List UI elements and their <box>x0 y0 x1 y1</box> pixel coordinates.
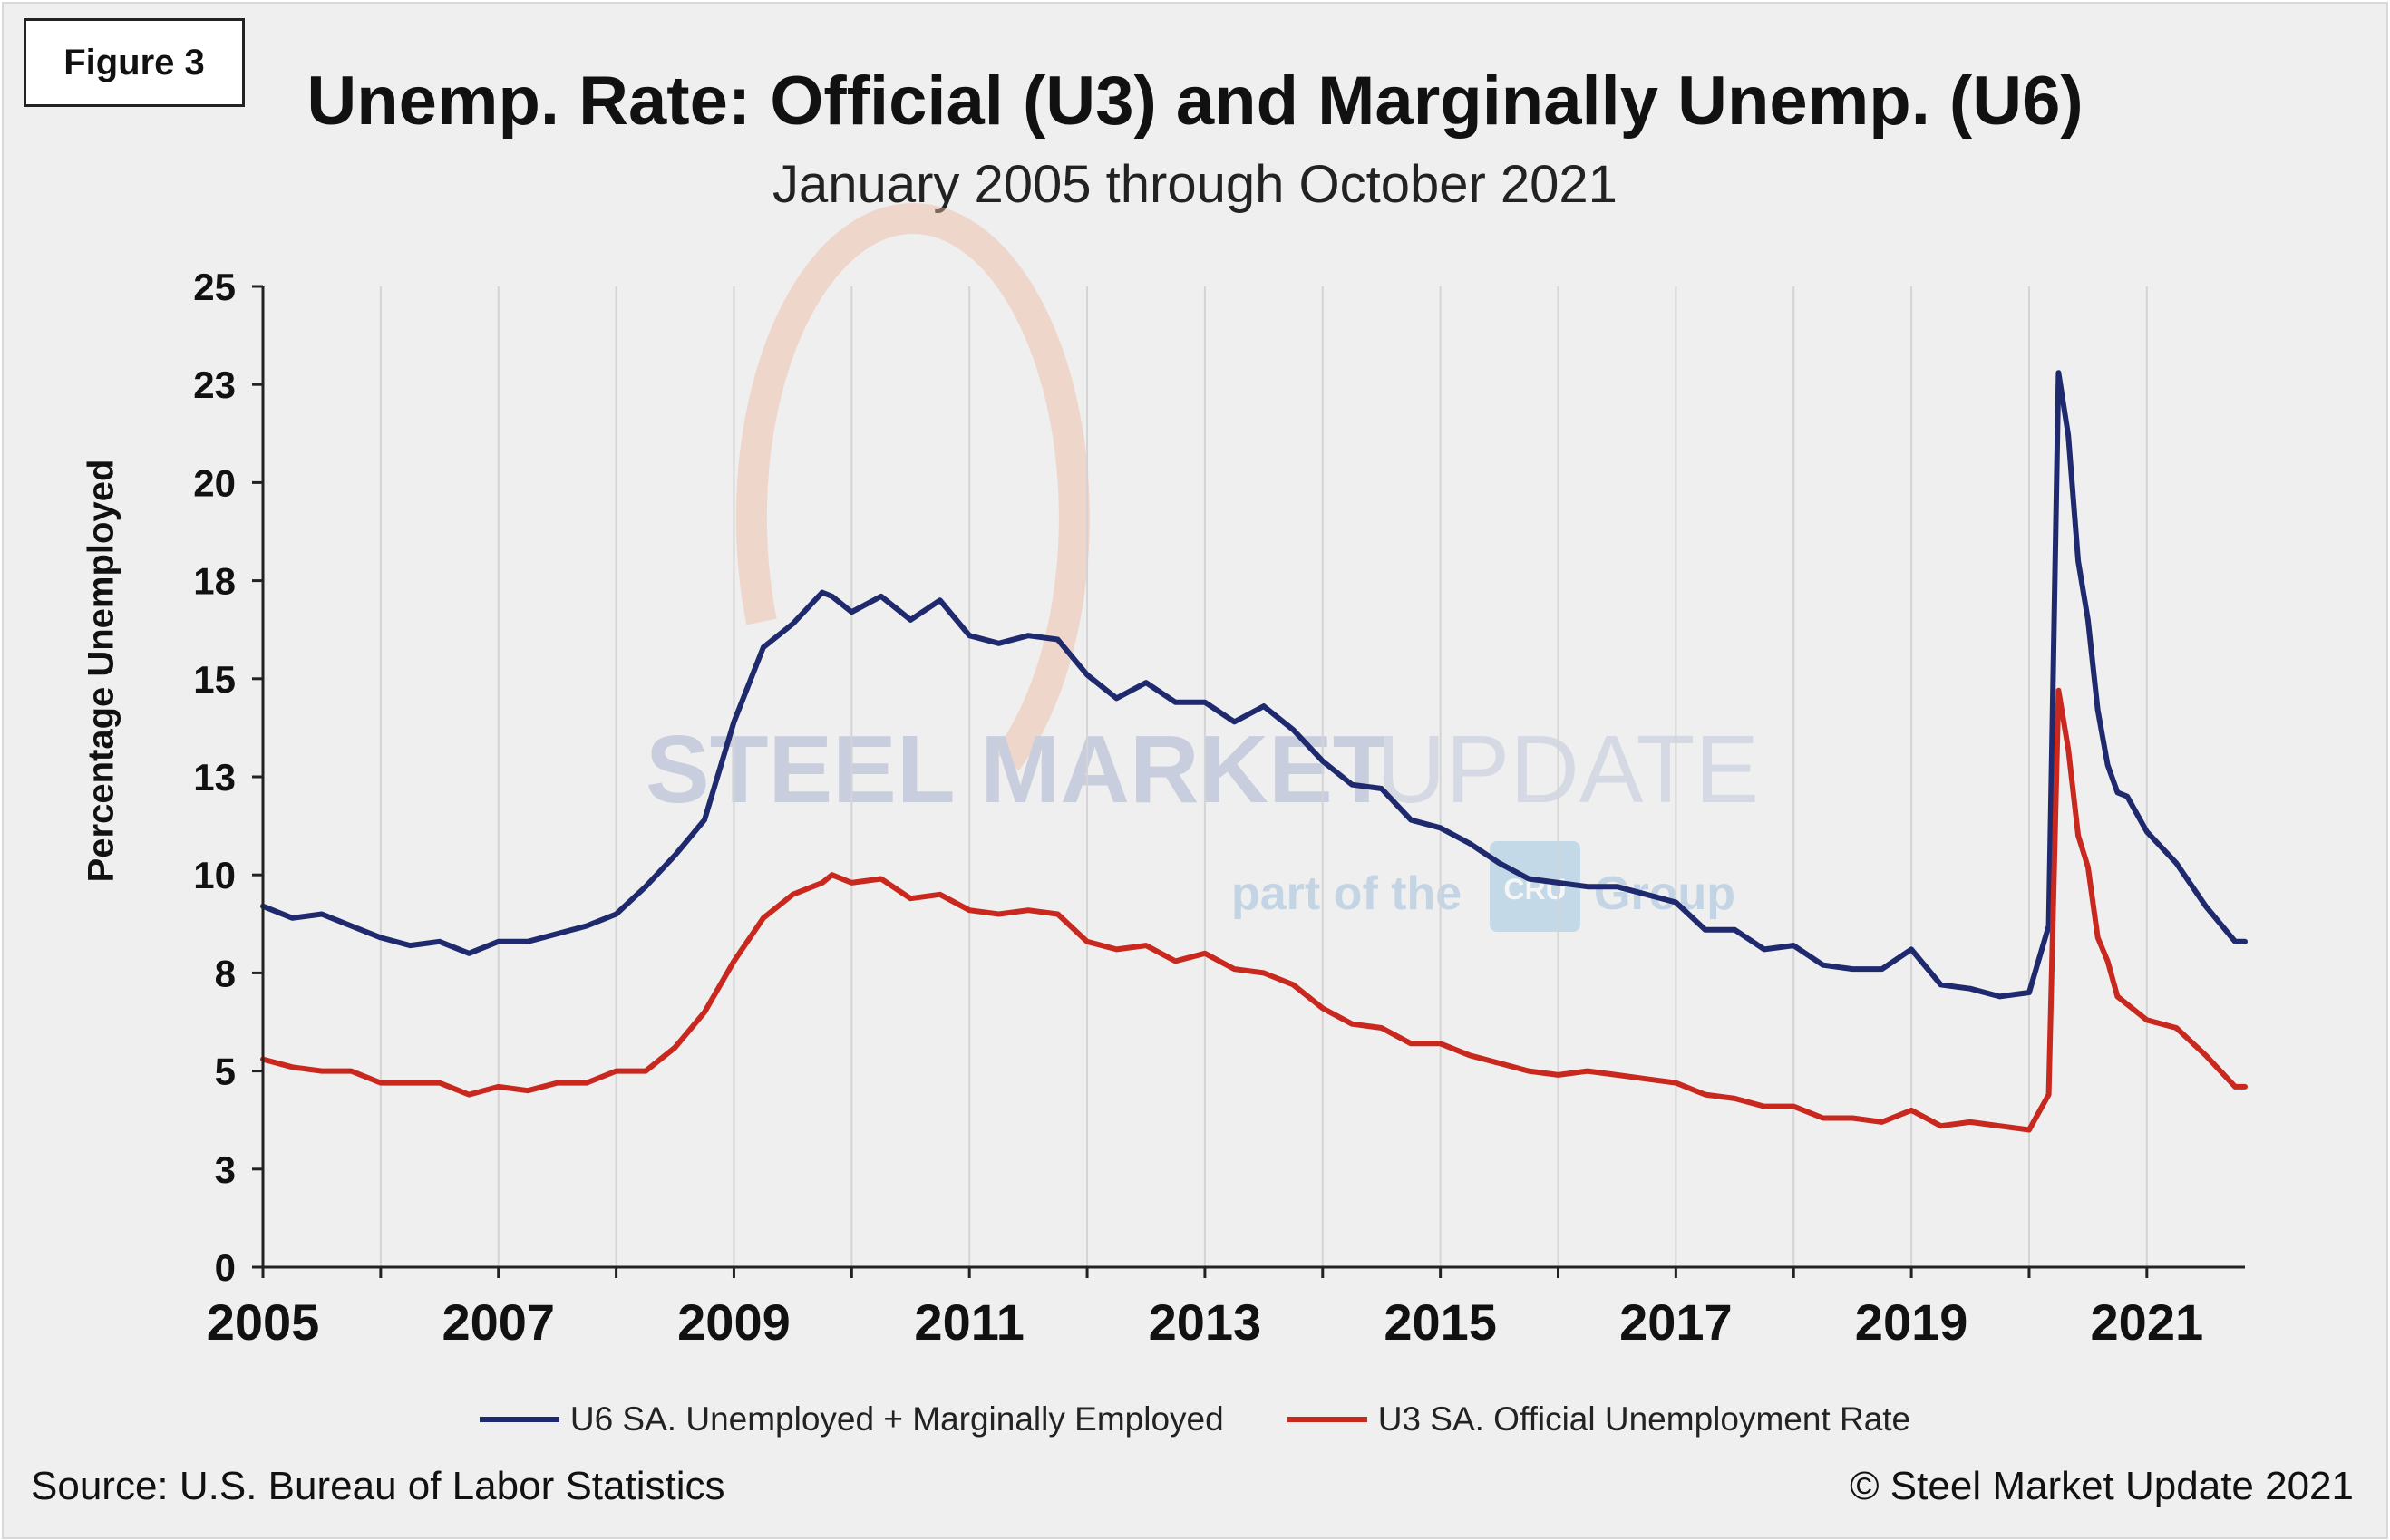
legend-swatch-u6 <box>479 1417 559 1422</box>
x-tick-label: 2005 <box>207 1293 320 1351</box>
watermark-sub-a: part of the <box>1231 867 1462 920</box>
y-tick-label: 18 <box>193 560 236 603</box>
legend-item-u3: U3 SA. Official Unemployment Rate <box>1287 1400 1910 1438</box>
x-tick-label: 2009 <box>677 1293 791 1351</box>
y-tick-label: 25 <box>193 266 236 308</box>
y-tick-label: 13 <box>193 756 236 799</box>
y-tick-label: 8 <box>215 952 236 994</box>
x-tick-label: 2021 <box>2091 1293 2204 1351</box>
watermark-logo-arc <box>735 203 1090 771</box>
grid <box>379 286 2148 1267</box>
y-tick-label: 5 <box>215 1051 236 1093</box>
y-tick-label: 20 <box>193 461 236 504</box>
source-note: Source: U.S. Bureau of Labor Statistics <box>31 1464 725 1508</box>
chart-subtitle: January 2005 through October 2021 <box>772 155 1618 214</box>
y-tick-label: 3 <box>215 1148 236 1191</box>
legend: U6 SA. Unemployed + Marginally Employed … <box>0 1400 2390 1438</box>
y-tick-label: 10 <box>193 854 236 896</box>
legend-label-u6: U6 SA. Unemployed + Marginally Employed <box>569 1400 1224 1438</box>
watermark-light-text: UPDATE <box>1376 716 1759 823</box>
y-tick-label: 15 <box>193 658 236 701</box>
figure-label: Figure 3 <box>24 18 245 107</box>
y-tick-label: 23 <box>193 363 236 406</box>
x-tick-label: 2017 <box>1619 1293 1733 1351</box>
axes: 0 3 5 8 10 13 15 18 20 23 25 2005 2007 2009 2011 2013 20… <box>193 266 2245 1351</box>
copyright-note: © Steel Market Update 2021 <box>1850 1464 2354 1508</box>
watermark-sub-b: Group <box>1594 867 1735 920</box>
x-tick-label: 2013 <box>1149 1293 1262 1351</box>
legend-item-u6: U6 SA. Unemployed + Marginally Employed <box>479 1400 1224 1438</box>
legend-swatch-u3 <box>1287 1417 1367 1422</box>
x-tick-label: 2011 <box>914 1293 1025 1351</box>
y-tick-label: 0 <box>215 1246 236 1289</box>
legend-label-u3: U3 SA. Official Unemployment Rate <box>1377 1400 1911 1438</box>
x-tick-label: 2007 <box>442 1293 555 1351</box>
chart-title: Unemp. Rate: Official (U3) and Marginall… <box>306 63 2084 140</box>
series-line-u3 <box>260 687 2248 1133</box>
watermark: STEEL MARKET UPDATE part of the CRU Grou… <box>646 203 1759 932</box>
x-tick-label: 2019 <box>1855 1293 1968 1351</box>
x-tick-label: 2015 <box>1384 1293 1497 1351</box>
series-line-u6 <box>260 370 2248 1000</box>
watermark-main-text: STEEL MARKET <box>646 716 1392 823</box>
series <box>260 370 2248 1133</box>
